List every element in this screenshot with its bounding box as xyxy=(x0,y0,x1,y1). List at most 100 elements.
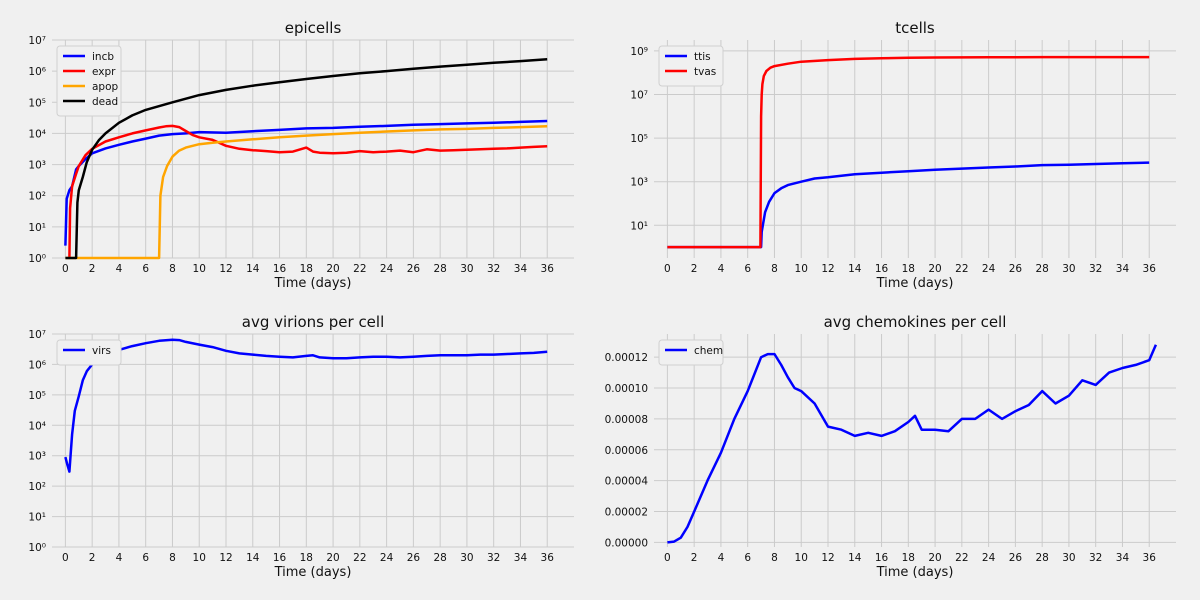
series-line-expr xyxy=(68,124,548,259)
legend-label-incb: incb xyxy=(92,51,114,63)
x-tick-label: 30 xyxy=(460,552,473,564)
y-tick-label: 10² xyxy=(28,191,46,203)
chart-title: epicells xyxy=(285,19,342,37)
y-tick-label: 10⁰ xyxy=(28,542,46,554)
chart-title: avg chemokines per cell xyxy=(824,313,1007,331)
y-tick-label: 10³ xyxy=(630,177,648,189)
y-tick-label: 10⁰ xyxy=(28,253,46,265)
x-tick-label: 14 xyxy=(848,552,862,564)
y-tick-label: 10⁹ xyxy=(630,46,648,58)
y-tick-label: 10¹ xyxy=(630,220,648,232)
x-tick-label: 2 xyxy=(89,263,96,275)
x-tick-label: 0 xyxy=(62,263,69,275)
y-tick-label: 0.00012 xyxy=(605,352,648,364)
x-tick-label: 16 xyxy=(875,263,889,275)
x-axis-label: Time (days) xyxy=(274,565,352,580)
x-tick-label: 28 xyxy=(433,552,446,564)
x-tick-label: 18 xyxy=(902,552,915,564)
series-line-tvas xyxy=(667,55,1150,249)
x-tick-label: 24 xyxy=(982,263,996,275)
x-tick-label: 14 xyxy=(246,263,260,275)
x-tick-label: 26 xyxy=(1009,552,1023,564)
legend-label-expr: expr xyxy=(92,66,116,78)
x-tick-label: 6 xyxy=(142,263,149,275)
y-tick-label: 10⁷ xyxy=(28,329,46,341)
legend-box xyxy=(56,339,122,366)
series-line-ttis xyxy=(667,161,1150,249)
y-tick-label: 10¹ xyxy=(28,222,46,234)
y-tick-label: 0.00006 xyxy=(605,445,649,457)
y-tick-label: 10⁴ xyxy=(28,128,46,140)
x-axis-label: Time (days) xyxy=(274,276,352,291)
x-tick-label: 12 xyxy=(821,552,834,564)
x-tick-label: 34 xyxy=(1116,263,1130,275)
y-tick-label: 10⁴ xyxy=(28,420,46,432)
x-tick-label: 24 xyxy=(380,263,394,275)
x-tick-label: 0 xyxy=(664,552,671,564)
x-tick-label: 10 xyxy=(795,552,808,564)
x-tick-label: 34 xyxy=(514,552,528,564)
panel-avg-chemokines: 0 2 4 6 8 10 12 14 16 18 20 22 24 26 28 30 32 34 360.00000… xyxy=(605,313,1176,580)
x-tick-label: 36 xyxy=(1143,552,1157,564)
x-tick-label: 24 xyxy=(982,552,996,564)
series-line-dead xyxy=(65,58,548,260)
series-line-virs xyxy=(64,338,548,473)
x-tick-label: 4 xyxy=(718,552,725,564)
x-tick-label: 36 xyxy=(1143,263,1157,275)
x-tick-label: 16 xyxy=(273,263,287,275)
x-tick-label: 16 xyxy=(875,552,889,564)
x-tick-label: 12 xyxy=(219,552,232,564)
x-tick-label: 30 xyxy=(1062,552,1075,564)
x-tick-label: 36 xyxy=(541,552,555,564)
y-tick-label: 10³ xyxy=(28,451,46,463)
x-tick-label: 10 xyxy=(795,263,808,275)
y-tick-label: 10⁷ xyxy=(630,90,648,102)
x-tick-label: 26 xyxy=(1009,263,1023,275)
x-tick-label: 0 xyxy=(62,552,69,564)
x-tick-label: 8 xyxy=(169,263,176,275)
x-tick-label: 8 xyxy=(169,552,176,564)
x-tick-label: 22 xyxy=(353,552,366,564)
x-tick-label: 22 xyxy=(353,263,366,275)
legend-label-virs: virs xyxy=(92,345,111,357)
y-tick-label: 0.00002 xyxy=(605,507,648,519)
x-tick-label: 16 xyxy=(273,552,287,564)
y-tick-label: 10² xyxy=(28,481,46,493)
x-tick-label: 20 xyxy=(928,263,941,275)
x-tick-label: 2 xyxy=(691,552,698,564)
y-tick-label: 10⁵ xyxy=(630,133,648,145)
panel-epicells: 0 2 4 6 8 10 12 14 16 18 20 22 24 26 28 30 32 34 3610⁰10¹1… xyxy=(28,19,574,291)
chart-title: tcells xyxy=(895,19,935,37)
y-tick-label: 10⁷ xyxy=(28,35,46,47)
x-tick-label: 2 xyxy=(89,552,96,564)
x-tick-label: 26 xyxy=(407,263,421,275)
x-tick-label: 4 xyxy=(116,552,123,564)
x-tick-label: 20 xyxy=(326,263,339,275)
legend-label-apop: apop xyxy=(92,81,119,93)
y-tick-label: 0.00004 xyxy=(605,476,649,488)
y-tick-label: 0.00000 xyxy=(605,537,648,549)
x-tick-label: 2 xyxy=(691,263,698,275)
x-tick-label: 28 xyxy=(1035,263,1048,275)
legend-box xyxy=(658,339,724,366)
chart-title: avg virions per cell xyxy=(242,313,385,331)
x-tick-label: 32 xyxy=(1089,552,1102,564)
x-axis-label: Time (days) xyxy=(876,565,954,580)
x-tick-label: 28 xyxy=(1035,552,1048,564)
legend-label-chem: chem xyxy=(694,345,723,357)
panel-avg-virions: 0 2 4 6 8 10 12 14 16 18 20 22 24 26 28 30 32 34 3610⁰10¹1… xyxy=(28,313,574,580)
series-line-apop xyxy=(65,125,548,260)
y-tick-label: 10⁶ xyxy=(28,66,46,78)
y-tick-label: 0.00010 xyxy=(605,383,648,395)
x-tick-label: 32 xyxy=(487,552,500,564)
x-axis-label: Time (days) xyxy=(876,276,954,291)
x-tick-label: 14 xyxy=(246,552,260,564)
panel-tcells: 0 2 4 6 8 10 12 14 16 18 20 22 24 26 28 30 32 34 3610¹10³1… xyxy=(630,19,1176,291)
x-tick-label: 18 xyxy=(300,552,313,564)
x-tick-label: 6 xyxy=(744,552,751,564)
x-tick-label: 24 xyxy=(380,552,394,564)
x-tick-label: 4 xyxy=(116,263,123,275)
x-tick-label: 22 xyxy=(955,263,968,275)
x-tick-label: 34 xyxy=(1116,552,1130,564)
